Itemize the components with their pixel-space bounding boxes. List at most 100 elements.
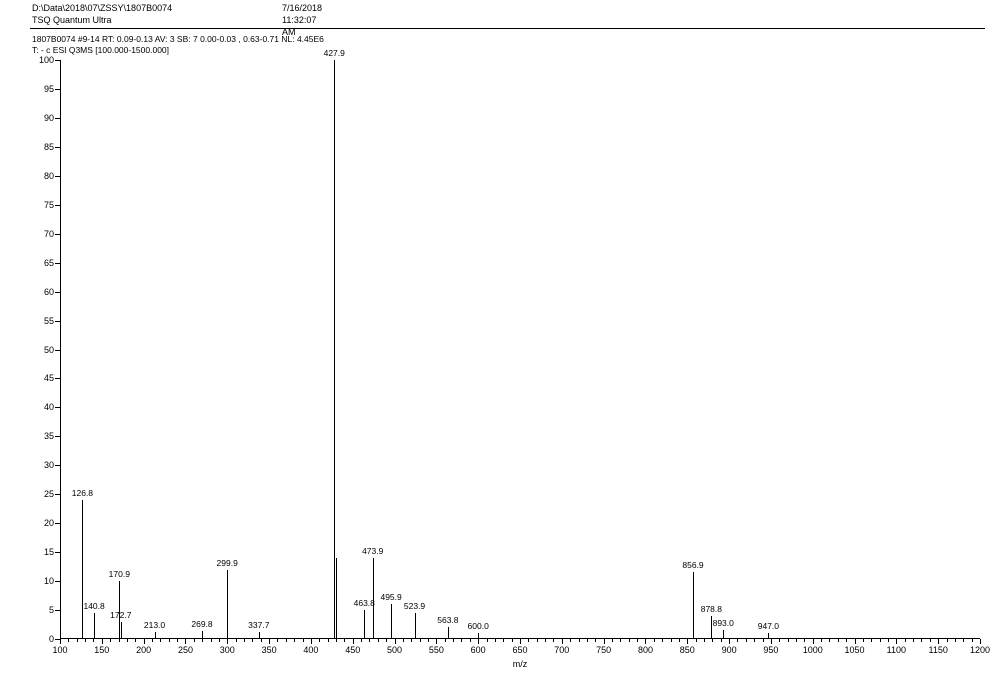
x-minor-tick xyxy=(77,639,78,642)
x-minor-tick xyxy=(512,639,513,642)
x-tick-label: 550 xyxy=(429,645,444,655)
peak-label: 463.8 xyxy=(354,598,375,608)
y-tick-label: 0 xyxy=(30,634,54,644)
x-tick-label: 1000 xyxy=(803,645,823,655)
x-minor-tick xyxy=(344,639,345,642)
x-minor-tick xyxy=(160,639,161,642)
y-tick-label: 20 xyxy=(30,518,54,528)
y-tick xyxy=(55,263,60,264)
x-minor-tick xyxy=(846,639,847,642)
x-minor-tick xyxy=(277,639,278,642)
x-minor-tick xyxy=(386,639,387,642)
x-minor-tick xyxy=(461,639,462,642)
x-minor-tick xyxy=(662,639,663,642)
spectrum-peak xyxy=(259,632,260,639)
x-minor-tick xyxy=(520,639,521,642)
y-tick xyxy=(55,234,60,235)
peak-label: 172.7 xyxy=(110,610,131,620)
spectrum-plot: 0510152025303540455055606570758085909510… xyxy=(60,60,980,639)
y-tick xyxy=(55,321,60,322)
x-minor-tick xyxy=(152,639,153,642)
spectrum-peak xyxy=(336,558,337,639)
x-minor-tick xyxy=(328,639,329,642)
x-minor-tick xyxy=(737,639,738,642)
x-minor-tick xyxy=(679,639,680,642)
x-tick-label: 950 xyxy=(763,645,778,655)
y-tick xyxy=(55,350,60,351)
y-tick-label: 85 xyxy=(30,142,54,152)
x-minor-tick xyxy=(420,639,421,642)
x-minor-tick xyxy=(938,639,939,642)
peak-label: 337.7 xyxy=(248,620,269,630)
spectrum-peak xyxy=(723,630,724,639)
x-minor-tick xyxy=(863,639,864,642)
x-minor-tick xyxy=(311,639,312,642)
x-minor-tick xyxy=(294,639,295,642)
y-tick xyxy=(55,581,60,582)
x-tick-label: 1100 xyxy=(887,645,906,655)
y-tick-label: 100 xyxy=(30,55,54,65)
x-minor-tick xyxy=(227,639,228,642)
x-tick-label: 150 xyxy=(94,645,109,655)
x-minor-tick xyxy=(236,639,237,642)
y-tick xyxy=(55,465,60,466)
x-minor-tick xyxy=(202,639,203,642)
y-tick xyxy=(55,436,60,437)
x-minor-tick xyxy=(746,639,747,642)
y-tick xyxy=(55,292,60,293)
x-minor-tick xyxy=(319,639,320,642)
x-minor-tick xyxy=(654,639,655,642)
x-minor-tick xyxy=(495,639,496,642)
x-minor-tick xyxy=(620,639,621,642)
x-minor-tick xyxy=(487,639,488,642)
y-tick-label: 70 xyxy=(30,229,54,239)
y-tick-label: 55 xyxy=(30,316,54,326)
x-tick-label: 500 xyxy=(387,645,402,655)
x-axis-title: m/z xyxy=(513,659,528,669)
x-minor-tick xyxy=(93,639,94,642)
spectrum-peak xyxy=(155,632,156,639)
x-minor-tick xyxy=(821,639,822,642)
x-minor-tick xyxy=(629,639,630,642)
spectrum-peak xyxy=(121,622,122,639)
x-minor-tick xyxy=(696,639,697,642)
y-tick-label: 80 xyxy=(30,171,54,181)
y-tick-label: 40 xyxy=(30,402,54,412)
y-tick-label: 10 xyxy=(30,576,54,586)
y-tick-label: 65 xyxy=(30,258,54,268)
x-minor-tick xyxy=(545,639,546,642)
x-minor-tick xyxy=(645,639,646,642)
x-minor-tick xyxy=(813,639,814,642)
x-minor-tick xyxy=(972,639,973,642)
x-tick-label: 100 xyxy=(52,645,67,655)
x-minor-tick xyxy=(788,639,789,642)
x-tick-label: 300 xyxy=(220,645,235,655)
x-tick-label: 1150 xyxy=(928,645,947,655)
x-minor-tick xyxy=(763,639,764,642)
y-tick-label: 25 xyxy=(30,489,54,499)
spectrum-peak xyxy=(415,613,416,639)
x-minor-tick xyxy=(60,639,61,642)
spectrum-peak xyxy=(448,627,449,639)
x-minor-tick xyxy=(185,639,186,642)
y-tick xyxy=(55,552,60,553)
y-tick-label: 50 xyxy=(30,345,54,355)
y-tick xyxy=(55,610,60,611)
y-tick xyxy=(55,378,60,379)
x-minor-tick xyxy=(880,639,881,642)
y-tick-label: 35 xyxy=(30,431,54,441)
x-tick-label: 650 xyxy=(512,645,527,655)
x-minor-tick xyxy=(913,639,914,642)
x-minor-tick xyxy=(219,639,220,642)
x-minor-tick xyxy=(68,639,69,642)
x-minor-tick xyxy=(671,639,672,642)
x-minor-tick xyxy=(369,639,370,642)
x-minor-tick xyxy=(896,639,897,642)
peak-label: 427.9 xyxy=(324,48,345,58)
x-minor-tick xyxy=(252,639,253,642)
peak-label: 126.8 xyxy=(72,488,93,498)
x-minor-tick xyxy=(687,639,688,642)
x-minor-tick xyxy=(336,639,337,642)
x-minor-tick xyxy=(85,639,86,642)
header-block: D:\Data\2018\07\ZSSY\1807B0074 TSQ Quant… xyxy=(32,2,172,26)
